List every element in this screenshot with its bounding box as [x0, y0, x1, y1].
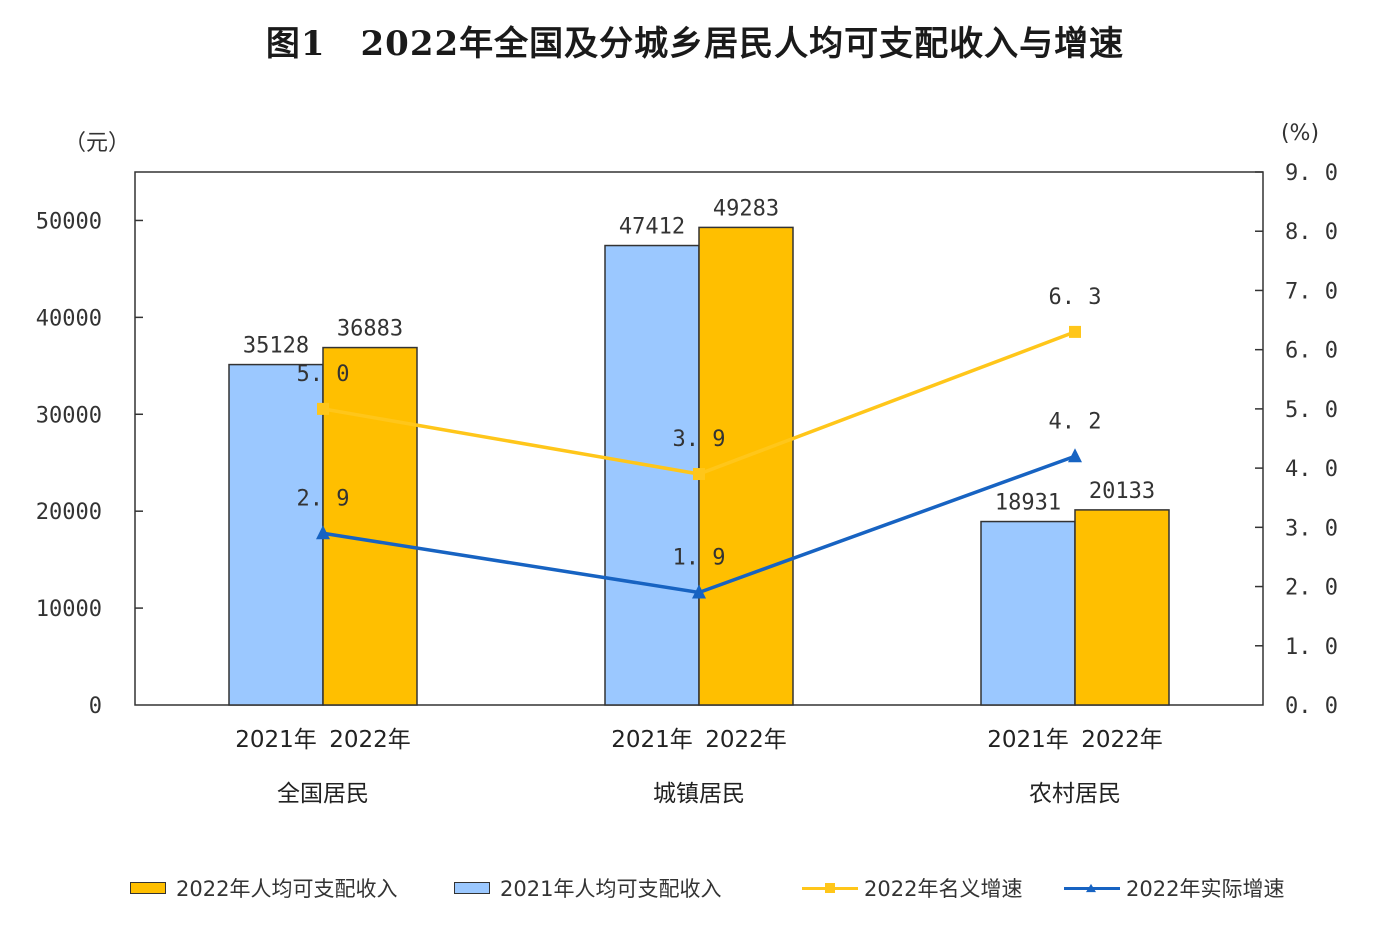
legend-label-nominal-growth: 2022年名义增速	[864, 877, 1023, 901]
right-axis-tick-label: 1. 0	[1285, 635, 1338, 660]
year-label-2022: 2022年	[329, 727, 411, 753]
left-axis-tick-label: 30000	[36, 403, 102, 428]
income-growth-chart: 0 10000 20000 30000 40000 50000 0. 0 1. 0 2. 0 3.…	[36, 121, 1338, 807]
bar-data-label: 18931	[995, 491, 1061, 516]
category-label: 农村居民	[1029, 781, 1121, 807]
category-label: 城镇居民	[653, 781, 745, 807]
chart-title: 图1 2022年全国及分城乡居民人均可支配收入与增速	[265, 24, 1125, 64]
legend-item-2021-income: 2021年人均可支配收入	[454, 868, 721, 908]
right-axis-unit: (%)	[1281, 121, 1319, 146]
real-growth-label: 2. 9	[297, 486, 350, 511]
bar-data-label: 35128	[243, 334, 309, 359]
bar-data-label: 20133	[1089, 479, 1155, 504]
right-axis-tick-label: 6. 0	[1285, 339, 1338, 364]
bar-data-label: 47412	[619, 215, 685, 240]
bar-2022-1	[698, 226, 794, 706]
left-axis-tick-label: 20000	[36, 500, 102, 525]
bar-2022-0	[322, 346, 418, 706]
right-axis-tick-label: 0. 0	[1285, 694, 1338, 719]
bar-data-label: 49283	[713, 196, 779, 221]
bar-2021-2	[980, 520, 1076, 706]
left-axis-tick-label: 50000	[36, 209, 102, 234]
right-axis-tick-label: 5. 0	[1285, 398, 1338, 423]
nominal-growth-marker	[317, 402, 329, 415]
right-axis-tick-label: 9. 0	[1285, 161, 1338, 186]
nominal-growth-label: 5. 0	[297, 362, 350, 387]
legend-label-2022-income: 2022年人均可支配收入	[176, 877, 398, 901]
year-label-2021: 2021年	[235, 727, 317, 753]
bar-data-label: 36883	[337, 317, 403, 342]
legend-label-2021-income: 2021年人均可支配收入	[500, 877, 722, 901]
legend-item-2022-income: 2022年人均可支配收入	[130, 868, 397, 908]
left-axis-unit: （元）	[64, 131, 130, 156]
year-label-2022: 2022年	[705, 727, 787, 753]
nominal-growth-label: 3. 9	[673, 427, 726, 452]
year-label-2021: 2021年	[611, 727, 693, 753]
real-growth-marker	[1068, 448, 1082, 463]
right-axis-tick-label: 3. 0	[1285, 516, 1338, 541]
category-label: 全国居民	[277, 781, 369, 807]
legend-swatch-nominal-growth	[802, 881, 858, 895]
nominal-growth-label: 6. 3	[1049, 285, 1102, 310]
real-growth-marker	[316, 525, 330, 540]
left-axis-tick-label: 40000	[36, 306, 102, 331]
legend-item-nominal-growth: 2022年名义增速	[802, 868, 1022, 908]
legend-swatch-real-growth	[1064, 881, 1120, 895]
nominal-growth-marker	[693, 468, 705, 481]
year-label-2021: 2021年	[987, 727, 1069, 753]
legend-swatch-2021-income	[454, 882, 490, 894]
left-axis-tick-label: 10000	[36, 597, 102, 622]
real-growth-label: 4. 2	[1049, 409, 1102, 434]
bar-2021-1	[604, 244, 700, 706]
bar-2022-2	[1074, 509, 1170, 706]
right-axis-tick-label: 8. 0	[1285, 220, 1338, 245]
chart-legend: 2022年人均可支配收入 2021年人均可支配收入 2022年名义增速 2022…	[0, 868, 1390, 908]
right-axis-tick-label: 4. 0	[1285, 457, 1338, 482]
left-axis-tick-label: 0	[89, 694, 102, 719]
year-label-2022: 2022年	[1081, 727, 1163, 753]
right-axis-tick-label: 7. 0	[1285, 279, 1338, 304]
nominal-growth-marker	[1069, 325, 1081, 338]
legend-label-real-growth: 2022年实际增速	[1126, 877, 1285, 901]
right-axis-tick-label: 2. 0	[1285, 576, 1338, 601]
real-growth-marker	[692, 584, 706, 599]
bar-2021-0	[228, 363, 324, 706]
real-growth-label: 1. 9	[673, 545, 726, 570]
legend-item-real-growth: 2022年实际增速	[1064, 868, 1284, 908]
legend-swatch-2022-income	[130, 882, 166, 894]
